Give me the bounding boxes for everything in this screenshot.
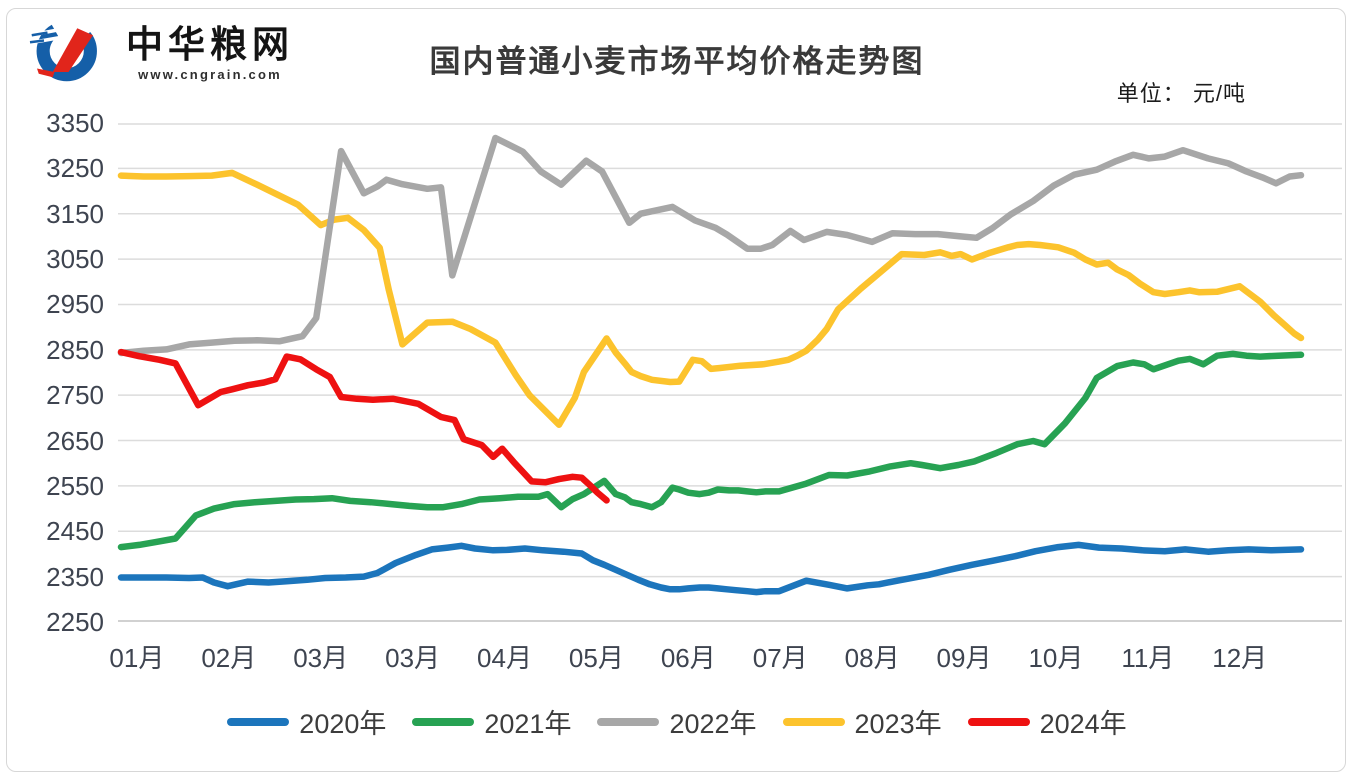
x-axis-tick-label: 12月 [1212,643,1268,673]
x-axis-tick-label: 02月 [201,643,257,673]
legend-swatch [597,717,660,726]
y-axis-tick-label: 3350 [46,108,104,138]
x-axis-tick-label: 07月 [752,643,808,673]
y-axis-tick-label: 3150 [46,198,104,229]
legend-label: 2024年 [1039,709,1127,739]
x-axis-tick-label: 03月 [293,643,349,673]
series-line-2023年 [117,169,1305,428]
x-axis-tick-label: 08月 [844,643,900,673]
legend-swatch [412,717,475,726]
plot-area [113,123,1343,622]
series-line-2020年 [117,541,1305,596]
legend-label: 2023年 [854,709,942,739]
price-line-chart [117,123,1342,622]
x-axis-tick-label: 09月 [936,643,992,673]
y-axis-tick-label: 3050 [46,244,104,275]
logo-site-url: www.cngrain.com [138,67,282,82]
x-axis-tick-label: 06月 [660,643,716,673]
site-logo: 中华粮网 www.cngrain.com [27,16,294,91]
series-line-2024年 [117,348,610,504]
series-line-2022年 [117,134,1305,357]
legend-label: 2021年 [484,709,572,739]
logo-text: 中华粮网 www.cngrain.com [126,24,294,83]
legend-swatch [967,717,1030,726]
x-axis-tick-label: 10月 [1028,643,1084,673]
cngrain-logo-icon [27,16,116,91]
legend-item-2021年: 2021年 [412,702,571,741]
y-axis-tick-label: 2850 [46,334,104,365]
x-axis-tick-label: 11月 [1121,643,1175,673]
x-axis-tick-label: 04月 [477,643,532,673]
chart-legend: 2020年 2021年 2022年 2023年 2024年 [0,702,1354,741]
y-axis-tick-label: 3250 [46,153,104,184]
legend-item-2020年: 2020年 [227,702,386,741]
legend-label: 2020年 [299,709,387,739]
legend-swatch [782,717,845,726]
legend-swatch [227,717,290,726]
y-axis-tick-label: 2950 [46,289,104,320]
y-axis-tick-label: 2350 [46,561,104,592]
x-axis-tick-label: 03月 [385,643,441,673]
y-axis-tick-label: 2550 [46,470,104,501]
y-axis-tick-label: 2750 [46,380,104,411]
chart-title: 国内普通小麦市场平均价格走势图 [429,44,925,79]
y-axis-tick-label: 2650 [46,425,104,456]
legend-label: 2022年 [669,709,757,739]
x-axis-tick-label: 05月 [568,643,624,673]
unit-label: 单位： 元/吨 [1116,81,1246,106]
legend-item-2022年: 2022年 [597,702,757,741]
x-axis-tick-label: 01月 [109,643,165,673]
y-axis-tick-label: 2450 [46,516,104,547]
series-line-2021年 [117,350,1305,551]
logo-site-name: 中华粮网 [126,24,294,65]
legend-item-2024年: 2024年 [967,702,1127,741]
legend-item-2023年: 2023年 [782,702,942,741]
y-axis-tick-label: 2250 [46,607,104,637]
